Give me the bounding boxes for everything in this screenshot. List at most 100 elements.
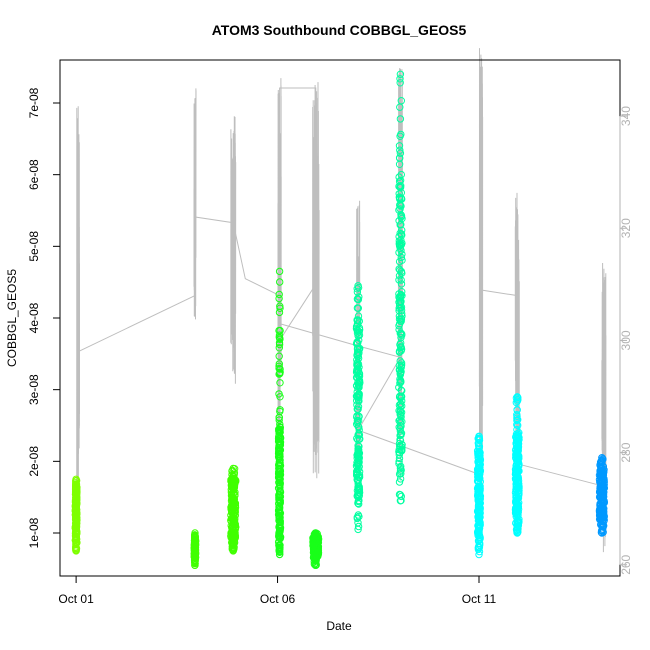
- data-point-min: [598, 529, 606, 537]
- data-point: [475, 522, 483, 530]
- data-point: [395, 272, 404, 280]
- data-point: [512, 398, 520, 407]
- data-point: [514, 477, 523, 485]
- data-point: [228, 483, 236, 491]
- data-point: [313, 547, 321, 555]
- data-point-min: [475, 550, 483, 559]
- data-point: [397, 276, 405, 284]
- data-point: [514, 478, 522, 486]
- data-point-min: [72, 547, 80, 555]
- data-point: [476, 493, 484, 501]
- data-point: [354, 450, 362, 459]
- data-point: [354, 295, 363, 304]
- data-point: [474, 527, 482, 536]
- data-point: [275, 545, 284, 554]
- data-point: [397, 202, 405, 210]
- secondary-burst-line: [478, 48, 484, 491]
- data-point: [275, 515, 283, 523]
- y-tick-label: 2e-08: [27, 446, 41, 477]
- data-point: [355, 500, 363, 508]
- data-point: [274, 484, 283, 492]
- data-point: [397, 280, 406, 288]
- data-point: [72, 536, 80, 544]
- data-point: [353, 304, 362, 312]
- data-point: [275, 290, 283, 299]
- data-point: [474, 512, 483, 520]
- data-point: [513, 463, 521, 472]
- data-point-min: [229, 547, 237, 555]
- data-point: [396, 201, 404, 209]
- data-point: [354, 350, 362, 359]
- data-point: [276, 524, 285, 532]
- data-point: [397, 246, 405, 255]
- data-point: [275, 416, 283, 424]
- data-point: [398, 309, 406, 318]
- data-point: [354, 332, 362, 340]
- data-point-max: [229, 464, 237, 473]
- data-point: [355, 463, 363, 471]
- data-point: [397, 97, 405, 105]
- secondary-connector-line: [77, 87, 605, 487]
- data-point-max: [513, 393, 521, 401]
- data-point: [599, 499, 608, 508]
- data-point: [513, 500, 521, 508]
- data-point: [474, 516, 483, 525]
- y-tick-label: 1e-08: [27, 517, 41, 548]
- y-axis: 1e-08 2e-08 3e-08 4e-08 5e-08 6e-08 7e-0…: [27, 87, 61, 548]
- data-point: [512, 504, 520, 512]
- data-point: [228, 544, 237, 552]
- data-point: [353, 469, 361, 477]
- right-axis: 260 280 300 320 340: [619, 106, 633, 575]
- data-point: [397, 377, 405, 386]
- data-point: [513, 425, 521, 434]
- data-point: [191, 534, 200, 542]
- data-point-max: [354, 282, 362, 290]
- data-point: [276, 437, 284, 446]
- data-point: [395, 142, 404, 150]
- data-point: [355, 484, 363, 493]
- data-point: [396, 475, 405, 483]
- data-point: [397, 315, 406, 323]
- chart-title: ATOM3 Southbound COBBGL_GEOS5: [212, 22, 467, 38]
- secondary-burst-line: [312, 82, 320, 479]
- data-point: [512, 509, 520, 517]
- data-point-max: [475, 432, 483, 440]
- data-point: [396, 298, 404, 306]
- data-point: [190, 556, 199, 564]
- points-layer: [71, 70, 608, 569]
- data-point: [229, 498, 237, 506]
- data-point: [353, 418, 362, 427]
- data-point: [354, 442, 362, 450]
- data-point: [312, 559, 320, 567]
- data-point: [396, 115, 405, 123]
- data-point: [598, 473, 607, 481]
- data-point: [355, 512, 363, 521]
- data-point: [275, 495, 283, 503]
- data-point: [396, 407, 404, 415]
- data-point: [355, 328, 363, 336]
- data-point: [275, 509, 284, 518]
- data-point: [72, 480, 81, 488]
- data-point: [230, 521, 239, 529]
- data-point-min: [354, 525, 362, 534]
- data-point: [514, 421, 522, 430]
- data-point-max: [598, 454, 606, 462]
- data-point: [355, 442, 363, 451]
- data-point: [227, 516, 235, 525]
- y-tick-label: 5e-08: [27, 231, 41, 262]
- x-tick-label: Oct 01: [58, 592, 94, 606]
- data-point: [396, 340, 404, 349]
- data-point: [396, 79, 404, 87]
- data-point: [596, 487, 604, 496]
- data-point: [395, 237, 403, 245]
- data-point: [475, 508, 483, 517]
- data-point: [475, 458, 483, 466]
- data-point: [395, 423, 403, 431]
- secondary-burst-line: [514, 192, 520, 496]
- data-point: [475, 547, 484, 556]
- data-point: [396, 370, 405, 379]
- data-point: [397, 363, 405, 372]
- data-point: [397, 170, 405, 179]
- data-point: [275, 364, 283, 373]
- data-point: [275, 326, 283, 335]
